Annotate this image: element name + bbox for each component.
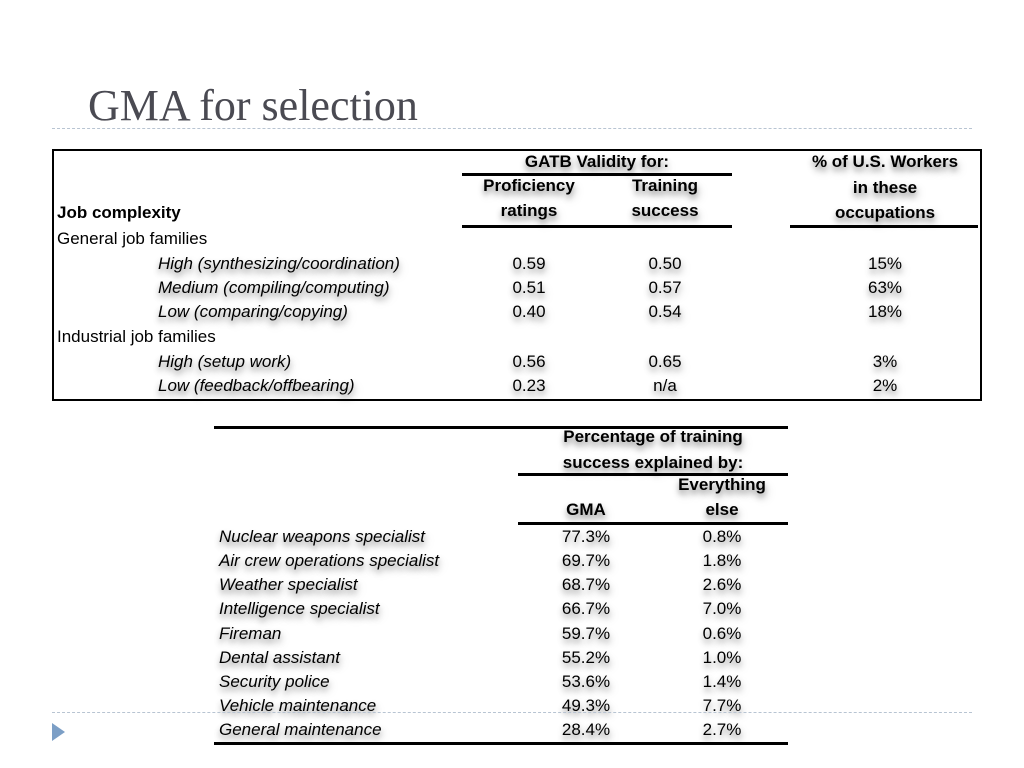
cell-workers: 15% (867, 254, 903, 273)
row-name: Medium (compiling/computing) (158, 278, 390, 297)
cell-else: 1.0% (702, 648, 742, 667)
col-header-training-line1: Training (631, 176, 699, 195)
triangle-bullet-icon (52, 723, 65, 741)
row-header-job-complexity: Job complexity (57, 203, 181, 222)
cell-gma: 49.3% (561, 696, 611, 715)
row-name: Intelligence specialist (219, 599, 380, 618)
cell-workers: 3% (872, 352, 898, 371)
gatb-header-rule (462, 225, 732, 228)
title-divider (52, 128, 972, 129)
col-header-else-line1: Everything (678, 475, 766, 494)
cell-else: 7.7% (702, 696, 742, 715)
table2-group-rule (518, 473, 788, 476)
cell-training: n/a (653, 376, 677, 395)
col-header-training-line2: success (631, 201, 699, 220)
cell-gma: 59.7% (561, 624, 611, 643)
row-name: General maintenance (219, 720, 382, 739)
cell-gma: 77.3% (561, 527, 611, 546)
cell-gma: 28.4% (561, 720, 611, 739)
row-name: Air crew operations specialist (219, 551, 440, 570)
row-name: High (setup work) (158, 352, 292, 371)
cell-gma: 68.7% (561, 575, 611, 594)
col-header-workers-line1: % of U.S. Workers (811, 152, 959, 171)
cell-proficiency: 0.59 (512, 254, 546, 273)
cell-gma: 66.7% (561, 599, 611, 618)
row-name: Weather specialist (219, 575, 358, 594)
cell-training: 0.54 (648, 302, 682, 321)
row-name: Vehicle maintenance (219, 696, 377, 715)
cell-workers: 18% (867, 302, 903, 321)
row-name: Security police (219, 672, 330, 691)
col-header-gma: GMA (566, 500, 606, 519)
row-name: Low (comparing/copying) (158, 302, 348, 321)
cell-gma: 53.6% (561, 672, 611, 691)
cell-training: 0.65 (648, 352, 682, 371)
table2-top-rule (214, 426, 788, 429)
cell-else: 7.0% (702, 599, 742, 618)
table2-header-rule (518, 522, 788, 525)
cell-else: 0.8% (702, 527, 742, 546)
col-header-workers-line2: in these (852, 178, 918, 197)
cell-else: 2.7% (702, 720, 742, 739)
cell-workers: 2% (872, 376, 898, 395)
row-name: Dental assistant (219, 648, 340, 667)
col-header-proficiency-line1: Proficiency (483, 176, 575, 195)
row-name: Nuclear weapons specialist (219, 527, 425, 546)
cell-proficiency: 0.23 (512, 376, 546, 395)
workers-header-rule (790, 225, 978, 228)
cell-workers: 63% (867, 278, 903, 297)
row-name: Fireman (219, 624, 282, 643)
slide-title: GMA for selection (88, 81, 418, 130)
col-header-else-line2: else (705, 500, 739, 519)
col-header-proficiency-line2: ratings (500, 201, 558, 220)
cell-proficiency: 0.51 (512, 278, 546, 297)
row-name: High (synthesizing/coordination) (158, 254, 400, 273)
gatb-group-header: GATB Validity for: (524, 152, 670, 171)
cell-else: 1.8% (702, 551, 742, 570)
cell-proficiency: 0.40 (512, 302, 546, 321)
section-label-general: General job families (57, 229, 208, 248)
gatb-group-rule (462, 173, 732, 176)
cell-proficiency: 0.56 (512, 352, 546, 371)
cell-else: 0.6% (702, 624, 742, 643)
cell-else: 1.4% (702, 672, 742, 691)
table2-bottom-rule (214, 742, 788, 745)
cell-training: 0.57 (648, 278, 682, 297)
section-label-industrial: Industrial job families (57, 327, 216, 346)
footer-divider (52, 712, 972, 713)
cell-gma: 55.2% (561, 648, 611, 667)
gatb-validity-table-border (52, 149, 982, 401)
cell-else: 2.6% (702, 575, 742, 594)
cell-training: 0.50 (648, 254, 682, 273)
row-name: Low (feedback/offbearing) (158, 376, 355, 395)
table2-group-header-line1: Percentage of training (563, 427, 743, 446)
col-header-workers-line3: occupations (834, 203, 936, 222)
cell-gma: 69.7% (561, 551, 611, 570)
table2-group-header-line2: success explained by: (562, 453, 744, 472)
